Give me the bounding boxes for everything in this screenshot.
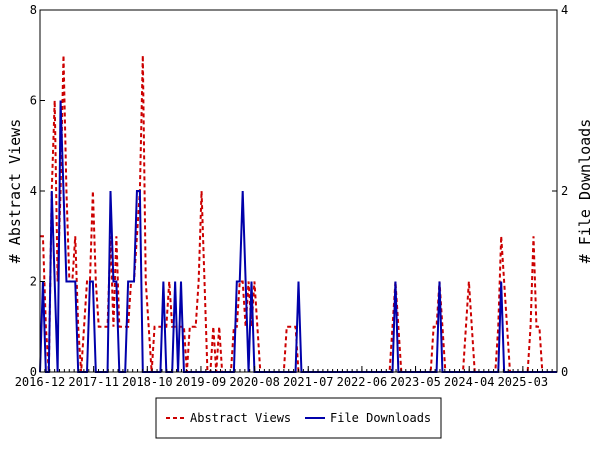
axes-layer: 2016-12 2017-11 2018-10 2019-09 2020-08 2021-… <box>15 3 569 389</box>
legend-box <box>155 397 442 439</box>
y-axis-left-label: # Abstract Views <box>6 119 24 264</box>
y-right-tick-label: 4 <box>561 3 568 17</box>
series-line-file-downloads <box>39 100 557 373</box>
y-left-tick-label: 0 <box>30 365 37 379</box>
x-tick-label: 2025-03 <box>498 375 549 389</box>
y-axis-right-label: # File Downloads <box>576 119 594 264</box>
y-left-tick-label: 6 <box>30 94 37 108</box>
y-left-tick-label: 2 <box>30 275 37 289</box>
y-left-tick-label: 4 <box>30 184 37 198</box>
x-tick-label: 2024-04 <box>444 375 495 389</box>
y-right-tick-label: 0 <box>561 365 568 379</box>
legend: Abstract Views File Downloads <box>155 397 442 439</box>
x-tick-label: 2017-11 <box>68 375 119 389</box>
x-tick-label: 2018-10 <box>122 375 173 389</box>
x-tick-label: 2023-05 <box>390 375 441 389</box>
x-tick-label: 2016-12 <box>15 375 66 389</box>
y-right-tick-label: 2 <box>561 184 568 198</box>
x-tick-label: 2021-07 <box>283 375 334 389</box>
y-left-tick-label: 8 <box>30 3 37 17</box>
legend-label-abstract-views: Abstract Views <box>190 411 291 425</box>
x-tick-label: 2019-09 <box>176 375 227 389</box>
legend-label-file-downloads: File Downloads <box>330 411 431 425</box>
x-tick-label: 2020-08 <box>229 375 280 389</box>
plot-layer <box>39 55 557 373</box>
x-tick-label: 2022-06 <box>337 375 388 389</box>
